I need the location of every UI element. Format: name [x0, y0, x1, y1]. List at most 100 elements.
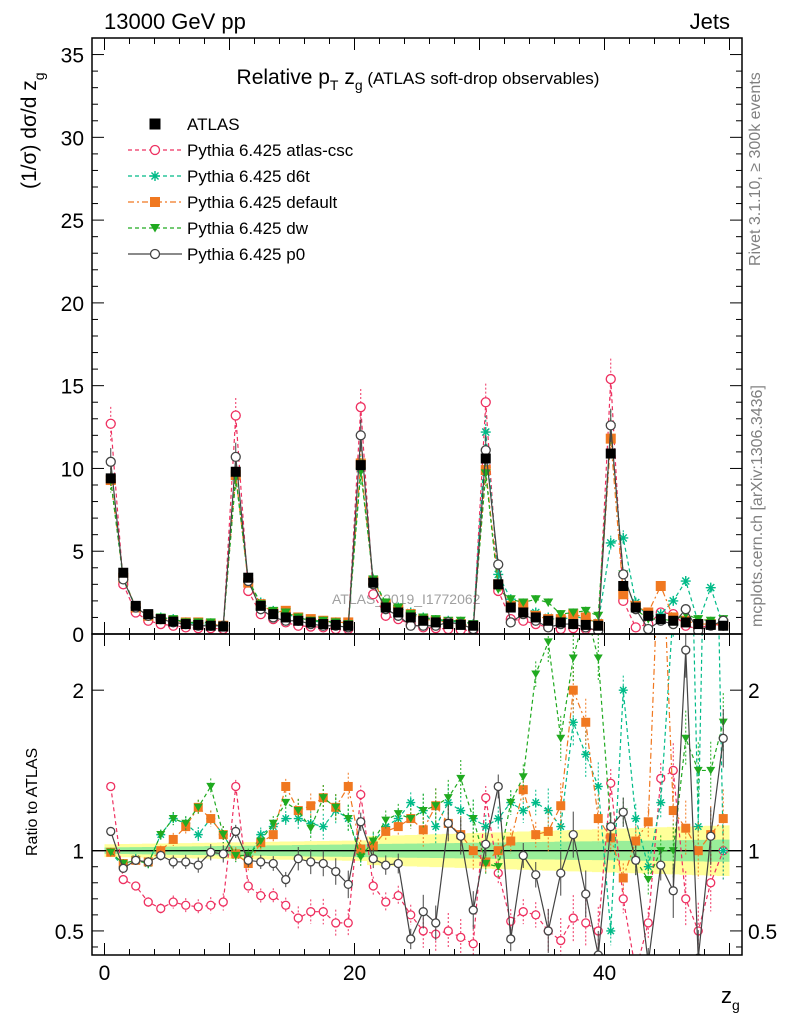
series-point — [593, 611, 604, 621]
legend-marker — [149, 144, 161, 156]
data-point — [405, 612, 416, 623]
ratio-point — [668, 886, 678, 896]
ratio-point — [681, 645, 691, 655]
data-point — [255, 600, 266, 611]
ratio-series-4 — [106, 634, 728, 955]
legend-marker — [149, 248, 161, 260]
ratio-point — [718, 846, 728, 856]
ratio-point — [168, 834, 178, 844]
ratio-point — [706, 878, 716, 888]
ratio-point — [593, 950, 603, 955]
ratio-point — [381, 826, 391, 836]
ratio-point — [568, 829, 578, 840]
ratio-point — [718, 733, 728, 743]
ratio-line-2 — [110, 634, 724, 880]
ratio-point — [468, 905, 478, 915]
ratio-point — [606, 821, 616, 832]
ratio-point — [481, 859, 491, 868]
ratio-point — [231, 826, 241, 837]
ratio-point — [156, 850, 166, 861]
ratio-point — [706, 204, 715, 213]
legend-label: Pythia 6.425 p0 — [187, 245, 305, 264]
ratio-point — [706, 766, 716, 775]
ratio-point — [631, 814, 641, 824]
data-point — [293, 615, 304, 626]
y-tick-label: 5 — [72, 541, 84, 564]
ratio-y-axis-label: Ratio to ATLAS — [24, 748, 41, 856]
ratio-point — [593, 814, 603, 824]
series-point — [480, 445, 491, 456]
ratio-point — [643, 862, 653, 872]
ratio-point — [331, 918, 341, 928]
data-point — [430, 617, 441, 628]
data-point — [330, 619, 341, 630]
ratio-point — [506, 934, 516, 944]
ratio-point — [393, 810, 403, 818]
title-main: Relative p — [237, 66, 330, 89]
data-point — [493, 579, 504, 590]
ratio-y-tick-label-left: 2 — [72, 680, 84, 703]
ratio-point — [143, 857, 153, 867]
data-point — [543, 615, 554, 626]
ratio-point — [618, 807, 628, 817]
ratio-point — [293, 913, 303, 923]
ratio-y-tick-label-right: 1 — [748, 841, 760, 864]
data-point — [605, 448, 616, 459]
ratio-point — [268, 890, 278, 901]
ratio-point — [418, 806, 428, 815]
ratio-point — [618, 873, 628, 883]
y-tick-label: 35 — [61, 45, 84, 68]
side-text-mcplots: mcplots.cern.ch [arXiv:1306.3436] — [749, 385, 766, 627]
data-point — [468, 620, 479, 631]
data-point — [380, 602, 391, 613]
ratio-point — [368, 881, 378, 891]
ratio-point — [206, 847, 216, 857]
series-point — [230, 451, 241, 463]
legend-label: Pythia 6.425 default — [187, 193, 338, 212]
ratio-point — [581, 749, 591, 759]
ratio-point — [606, 778, 616, 788]
ratio-point — [493, 846, 503, 856]
ratio-point — [106, 781, 116, 792]
ratio-point — [531, 670, 541, 679]
ratio-point — [631, 836, 641, 846]
ratio-line-1 — [110, 634, 724, 931]
ratio-point — [181, 819, 191, 828]
ratio-point — [543, 926, 553, 936]
ratio-point — [106, 848, 116, 857]
data-point — [443, 619, 454, 630]
ratio-point — [368, 837, 378, 846]
ratio-point — [406, 910, 416, 920]
ratio-point — [393, 822, 403, 832]
ratio-point — [281, 814, 291, 824]
ratio-point — [431, 802, 441, 810]
ratio-point — [143, 897, 153, 907]
ratio-point — [518, 806, 528, 816]
x-axis-label: zg — [721, 983, 740, 1013]
data-point — [180, 619, 191, 630]
series-point — [668, 595, 679, 606]
x-tick-label: 40 — [593, 962, 616, 985]
ratio-point — [181, 900, 191, 910]
ratio-point — [381, 816, 391, 825]
ratio-point — [168, 857, 178, 867]
ratio-point — [656, 493, 665, 502]
series-point — [605, 537, 616, 548]
series-point — [480, 427, 491, 438]
data-point — [593, 620, 604, 631]
data-point — [705, 619, 716, 630]
ratio-y-tick-label-left: 0.5 — [55, 921, 84, 944]
ratio-point — [456, 774, 466, 783]
ratio-point — [356, 789, 366, 800]
data-point — [280, 612, 291, 623]
ratio-point — [281, 874, 291, 885]
xlabel-main: z — [721, 983, 732, 1008]
series-point — [505, 617, 516, 628]
ratio-point — [331, 803, 341, 812]
ratio-point — [218, 831, 228, 839]
ratio-point — [493, 781, 503, 792]
ratio-point — [531, 830, 541, 840]
ratio-point — [531, 910, 541, 920]
ratio-point — [518, 907, 528, 917]
main-plot-series — [105, 358, 729, 634]
